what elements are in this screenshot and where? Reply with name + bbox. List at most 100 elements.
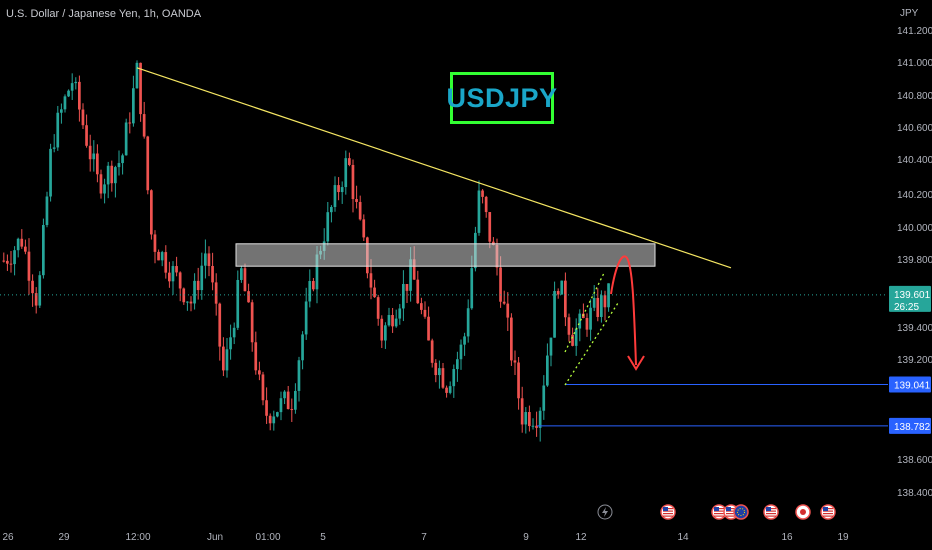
candle-body [308, 281, 312, 302]
candle-body [596, 297, 600, 317]
candle-body [297, 360, 301, 391]
candle-body [6, 260, 9, 264]
candle-body [542, 385, 546, 411]
candle-body [85, 125, 88, 146]
candle-body [376, 297, 380, 319]
candle-body [535, 425, 538, 428]
symbol-annotation-box[interactable]: USDJPY [446, 72, 557, 124]
candle-body [157, 251, 160, 261]
candle-body [348, 158, 351, 165]
candle-body [88, 145, 92, 160]
candle-body [355, 199, 358, 202]
candle-body [189, 301, 193, 304]
candle-body [405, 284, 409, 291]
price-tick: 140.800 [897, 91, 932, 102]
candle-body [34, 293, 38, 306]
candle-body [45, 196, 49, 226]
candle-body [254, 342, 258, 371]
candle-body [193, 280, 196, 304]
candle-body [524, 412, 528, 425]
candle-body [171, 266, 175, 282]
candle-body [427, 316, 430, 341]
us-flag-icon[interactable] [820, 504, 836, 520]
candle-body [434, 362, 438, 376]
candle-body [456, 359, 459, 370]
candle-body [31, 280, 34, 294]
candle-body [63, 96, 67, 110]
price-tick: 138.600 [897, 455, 932, 466]
candle-body [182, 288, 186, 303]
price-axis[interactable]: 141.200 141.000 140.800 140.600 140.400 140.2… [888, 0, 932, 550]
price-tick: 141.200 [897, 26, 932, 37]
lightning-icon[interactable] [597, 504, 613, 520]
candle-body [304, 301, 308, 335]
candle-body [20, 238, 24, 247]
candle-body [128, 122, 132, 124]
candle-body [240, 268, 243, 280]
resistance-zone [235, 243, 656, 267]
event-icons[interactable] [597, 504, 836, 520]
candle-body [268, 415, 272, 424]
candle-body [556, 291, 560, 295]
candle-body [452, 369, 456, 387]
japan-flag-icon[interactable] [795, 504, 811, 520]
candle-body [52, 147, 56, 149]
candle-body [315, 254, 319, 290]
us-flag-icon[interactable] [660, 504, 676, 520]
level-badge-1: 139.041 [889, 376, 931, 393]
candle-body [207, 253, 211, 266]
candle-body [142, 114, 146, 137]
candle-body [38, 275, 42, 306]
time-tick: 29 [58, 532, 70, 543]
candle-body [49, 148, 52, 197]
candle-body [369, 273, 373, 288]
candle-body [261, 374, 265, 401]
candle-body [560, 280, 564, 295]
candle-body [416, 279, 420, 304]
projection-arrow [610, 255, 637, 366]
time-tick: 19 [837, 532, 849, 543]
candle-body [290, 409, 294, 411]
candle-body [520, 398, 524, 425]
candle-body [243, 268, 247, 292]
candle-body [74, 81, 78, 84]
candle-body [481, 190, 484, 197]
candle-body [2, 260, 6, 262]
eu-flag-icon[interactable] [733, 504, 749, 520]
candle-body [250, 302, 254, 343]
candle-body [286, 391, 290, 410]
candle-body [247, 291, 250, 303]
time-tick: 5 [320, 532, 326, 543]
candle-body [513, 360, 517, 363]
candle-body [448, 386, 452, 393]
candle-body [70, 83, 74, 91]
us-flag-icon[interactable] [711, 504, 727, 520]
time-tick: 12 [575, 532, 587, 543]
candle-body [214, 282, 218, 304]
us-flag-icon[interactable] [763, 504, 779, 520]
candle-body [117, 163, 121, 168]
candle-body [110, 165, 114, 184]
candle-body [470, 268, 474, 309]
candle-body [585, 318, 589, 330]
candle-body [294, 390, 297, 410]
candle-body [200, 265, 204, 291]
candle-body [438, 368, 441, 376]
candle-body [488, 212, 492, 242]
candle-body [484, 196, 488, 213]
candle-body [459, 344, 463, 360]
time-tick: 7 [421, 532, 427, 543]
candle-body [398, 308, 402, 319]
candle-body [477, 190, 481, 233]
candle-body [160, 252, 164, 261]
candle-body [78, 81, 81, 110]
candle-body [344, 158, 348, 188]
price-tick: 140.200 [897, 190, 932, 201]
time-tick: 9 [523, 532, 529, 543]
candle-body [391, 315, 394, 327]
price-tick: 141.000 [897, 58, 932, 69]
time-axis[interactable]: 26 29 12:00 Jun 01:00 5 7 9 12 14 16 19 [0, 523, 932, 550]
